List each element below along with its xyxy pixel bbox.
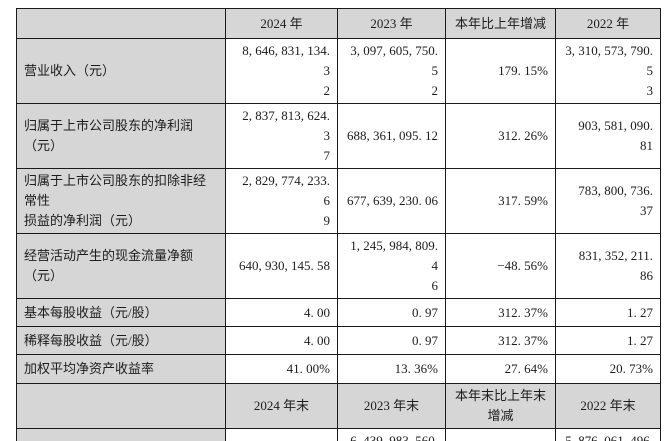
value-2024: 2, 837, 813, 624. 3 7: [225, 103, 338, 169]
row-label: 加权平均净资产收益率: [16, 354, 226, 384]
value-2024: 41. 00%: [225, 354, 338, 384]
value-2022: 1. 27: [555, 298, 661, 327]
value-2024-end: 12, 266, 549, 853. 89: [225, 428, 338, 441]
value-2024: 4. 00: [225, 326, 338, 355]
table-row-net-profit-excl-nonrecurring: 归属于上市公司股东的扣除非经常性 损益的净利润（元） 2, 829, 774, …: [16, 168, 661, 234]
header-2022: 2022 年: [555, 8, 661, 39]
value-2022: 20. 73%: [555, 354, 661, 384]
value-change: 90. 47%: [445, 428, 556, 441]
header-year-end-change: 本年末比上年末 增减: [445, 383, 556, 429]
table-row-net-profit: 归属于上市公司股东的净利润（元） 2, 837, 813, 624. 3 7 6…: [16, 103, 661, 169]
value-2023: 0. 97: [337, 298, 446, 327]
row-label: 稀释每股收益（元/股）: [16, 326, 226, 355]
row-label: 归属于上市公司股东的扣除非经常性 损益的净利润（元）: [16, 168, 226, 234]
header-2024: 2024 年: [225, 8, 338, 39]
header-2024-end: 2024 年末: [225, 383, 338, 429]
value-change: 312. 26%: [445, 103, 556, 169]
table-row-basic-eps: 基本每股收益（元/股） 4. 00 0. 97 312. 37% 1. 27: [16, 298, 661, 327]
header-yoy-change: 本年比上年增减: [445, 8, 556, 39]
value-2024: 2, 829, 774, 233. 6 9: [225, 168, 338, 234]
key-financials-table: 2024 年 2023 年 本年比上年增减 2022 年 营业收入（元） 8, …: [16, 8, 661, 441]
value-2023: 688, 361, 095. 12: [337, 103, 446, 169]
header-2023: 2023 年: [337, 8, 446, 39]
value-2022-end: 5, 876, 061, 496. 2 9: [555, 428, 661, 441]
row-label: 归属于上市公司股东的净利润（元）: [16, 103, 226, 169]
table-header-annual: 2024 年 2023 年 本年比上年增减 2022 年: [16, 8, 661, 39]
value-2023: 13. 36%: [337, 354, 446, 384]
value-2023: 0. 97: [337, 326, 446, 355]
value-2024: 8, 646, 831, 134. 3 2: [225, 38, 338, 104]
table-row-total-assets: 资产总额（元） 12, 266, 549, 853. 89 6, 439, 98…: [16, 428, 661, 441]
value-change: 27. 64%: [445, 354, 556, 384]
header-corner-cell: [16, 8, 226, 39]
table-row-diluted-eps: 稀释每股收益（元/股） 4. 00 0. 97 312. 37% 1. 27: [16, 326, 661, 355]
value-2023: 677, 639, 230. 06: [337, 168, 446, 234]
header-corner-cell: [16, 383, 226, 429]
value-2023: 3, 097, 605, 750. 5 2: [337, 38, 446, 104]
value-2024: 4. 00: [225, 298, 338, 327]
table-row-operating-revenue: 营业收入（元） 8, 646, 831, 134. 3 2 3, 097, 60…: [16, 38, 661, 104]
value-2024: 640, 930, 145. 58: [225, 233, 338, 299]
value-change: 312. 37%: [445, 298, 556, 327]
value-2022: 831, 352, 211. 86: [555, 233, 661, 299]
value-2022: 783, 800, 736. 37: [555, 168, 661, 234]
table-row-weighted-roe: 加权平均净资产收益率 41. 00% 13. 36% 27. 64% 20. 7…: [16, 354, 661, 384]
header-2022-end: 2022 年末: [555, 383, 661, 429]
value-change: 312. 37%: [445, 326, 556, 355]
value-2023: 1, 245, 984, 809. 4 6: [337, 233, 446, 299]
value-change: 317. 59%: [445, 168, 556, 234]
value-2023-end: 6, 439, 983, 560. 3 4: [337, 428, 446, 441]
row-label: 营业收入（元）: [16, 38, 226, 104]
value-change: −48. 56%: [445, 233, 556, 299]
value-2022: 903, 581, 090. 81: [555, 103, 661, 169]
value-2022: 3, 310, 573, 790. 5 3: [555, 38, 661, 104]
row-label: 经营活动产生的现金流量净额（元）: [16, 233, 226, 299]
table-row-operating-cash-flow: 经营活动产生的现金流量净额（元） 640, 930, 145. 58 1, 24…: [16, 233, 661, 299]
table-header-year-end: 2024 年末 2023 年末 本年末比上年末 增减 2022 年末: [16, 383, 661, 429]
value-change: 179. 15%: [445, 38, 556, 104]
value-2022: 1. 27: [555, 326, 661, 355]
header-2023-end: 2023 年末: [337, 383, 446, 429]
row-label: 基本每股收益（元/股）: [16, 298, 226, 327]
row-label: 资产总额（元）: [16, 428, 226, 441]
